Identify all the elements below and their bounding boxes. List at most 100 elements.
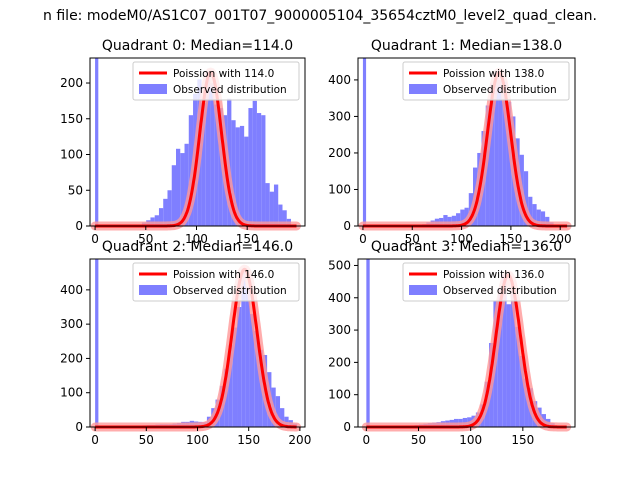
legend-hist-label: Observed distribution — [443, 84, 557, 96]
x-tick-label: 100 — [186, 433, 209, 447]
histogram-bar — [275, 396, 281, 427]
x-tick-label: 0 — [359, 232, 367, 246]
histogram-bar — [506, 304, 511, 427]
x-tick-label: 150 — [499, 232, 522, 246]
histogram-bar — [205, 72, 211, 226]
histogram-bar — [269, 191, 274, 226]
histogram-bar — [256, 113, 262, 226]
legend-line-label: Poission with 138.0 — [443, 68, 544, 80]
histogram-bar — [254, 331, 259, 427]
axes-frame — [89, 57, 306, 227]
axes-frame — [357, 57, 576, 227]
histogram-bar — [506, 101, 512, 226]
histogram-bar — [210, 83, 215, 227]
histogram-bar — [248, 108, 253, 226]
y-tick-label: 200 — [60, 351, 83, 365]
x-tick-label: 50 — [139, 433, 154, 447]
histogram-bar — [451, 215, 457, 226]
histogram-bar — [282, 210, 287, 226]
histogram-bar — [278, 204, 283, 226]
y-tick-label: 100 — [328, 182, 351, 196]
y-tick-label: 150 — [60, 112, 83, 126]
histogram-bar — [502, 275, 507, 427]
legend-line-label: Poission with 136.0 — [443, 269, 544, 281]
y-tick-label: 300 — [328, 109, 351, 123]
histogram-bar — [241, 269, 246, 427]
histogram-bar — [362, 58, 367, 226]
legend-hist-swatch — [409, 285, 437, 295]
histogram-bar — [528, 196, 533, 226]
histogram-bar — [540, 211, 546, 226]
histogram-bar — [201, 103, 206, 226]
y-tick-label: 100 — [60, 386, 83, 400]
x-tick-label: 150 — [237, 433, 260, 447]
y-tick-label: 400 — [328, 291, 351, 305]
histogram-bar — [180, 153, 185, 226]
histogram-bar — [95, 58, 99, 226]
y-tick-label: 100 — [60, 148, 83, 162]
x-tick-label: 200 — [288, 433, 311, 447]
histogram-bar — [252, 100, 257, 226]
histogram-bar — [273, 184, 279, 226]
histogram-bar — [532, 204, 537, 226]
legend-hist-label: Observed distribution — [443, 285, 557, 297]
y-tick-label: 300 — [328, 323, 351, 337]
histogram-bar — [218, 108, 223, 226]
histogram-bar — [485, 105, 490, 226]
histogram-bar — [280, 408, 285, 427]
histogram-bar — [524, 378, 529, 427]
y-tick-label: 0 — [75, 420, 83, 434]
histogram-bar — [158, 208, 164, 226]
x-tick-label: 150 — [236, 232, 259, 246]
legend-box — [132, 262, 300, 302]
histogram-bar — [456, 213, 461, 226]
histogram-bar — [239, 125, 245, 226]
y-tick-label: 200 — [328, 146, 351, 160]
subplot-title: Quadrant 3: Median=136.0 — [371, 239, 562, 255]
x-tick-label: 0 — [91, 433, 99, 447]
subplot-title: Quadrant 1: Median=138.0 — [371, 38, 562, 54]
histogram-bar — [443, 215, 448, 226]
legend-line-label: Poission with 114.0 — [173, 68, 274, 80]
histogram-bar — [167, 190, 172, 226]
histogram-bar — [176, 148, 181, 226]
histogram-bar — [163, 198, 168, 226]
histogram-bar — [284, 416, 289, 427]
y-tick-label: 100 — [328, 388, 351, 402]
y-tick-label: 400 — [60, 283, 83, 297]
histogram-bar — [497, 288, 503, 427]
histogram-bar — [154, 215, 159, 226]
figure-title: n file: modeM0/AS1C07_001T07_9000005104_… — [43, 8, 597, 24]
subplot-title: Quadrant 2: Median=146.0 — [102, 239, 293, 255]
y-tick-label: 300 — [60, 317, 83, 331]
axes-frame — [357, 258, 576, 428]
x-tick-label: 200 — [549, 232, 572, 246]
histogram-bar — [258, 349, 263, 427]
x-tick-label: 50 — [405, 232, 420, 246]
quadrant-3-chart: 0 50 100 150 0 100 200 300 400 500 Quadrant 3: Med… — [328, 239, 576, 447]
histogram-bar — [523, 171, 529, 226]
x-tick-label: 50 — [411, 433, 426, 447]
histogram-bar — [261, 115, 266, 226]
legend-hist-swatch — [409, 84, 437, 94]
histogram-bar — [245, 286, 250, 427]
histogram-bar — [460, 209, 465, 226]
histogram-bar — [489, 83, 495, 226]
histogram-bar — [237, 307, 242, 427]
histogram-bar — [545, 216, 550, 226]
histogram-bar — [244, 136, 249, 226]
histogram-bar — [235, 127, 240, 226]
histogram-bar — [519, 355, 525, 427]
histogram-bar — [232, 327, 238, 427]
x-tick-label: 0 — [91, 232, 99, 246]
x-tick-label: 150 — [511, 433, 534, 447]
legend-box — [402, 61, 570, 101]
histogram-bar — [228, 344, 233, 427]
histogram-bar — [494, 72, 499, 226]
quadrant-2-chart: 0 50 100 150 200 0 100 200 300 400 Quadrant 2: Med… — [60, 239, 311, 447]
histogram-bar — [265, 183, 270, 226]
legend-box — [402, 262, 570, 302]
histogram-bar — [95, 259, 99, 427]
histogram-bar — [214, 104, 219, 226]
